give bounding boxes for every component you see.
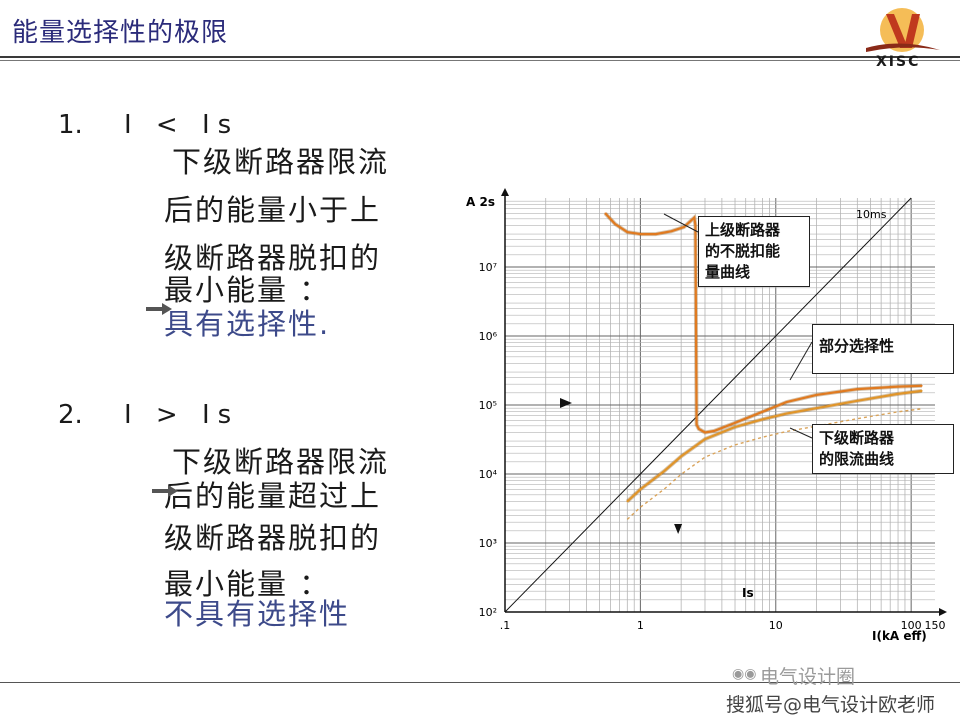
side-pointer-icon — [560, 398, 572, 408]
point-2-line-3: 级断路器脱扣的 — [164, 521, 382, 555]
callout-upstream-line-1: 上级断路器 — [705, 221, 781, 239]
is-marker-label: Is — [742, 586, 754, 600]
series-point-1 — [734, 422, 736, 424]
series-point-1 — [604, 212, 607, 215]
series-point-1 — [683, 226, 685, 228]
series-point-2 — [663, 470, 666, 472]
y-tick-label: 10² — [479, 606, 497, 619]
x-tick-label: .1 — [500, 619, 511, 632]
y-tick-label: 10³ — [479, 537, 497, 550]
callout-partial-line-1: 部分选择性 — [819, 337, 895, 355]
series-point-2 — [680, 455, 682, 458]
x-tick-label: 1 — [637, 619, 644, 632]
callout-downstream-curve: 下级断路器 的限流曲线 — [812, 424, 954, 474]
series-point-1 — [614, 223, 616, 225]
series-point-1 — [693, 216, 696, 219]
series-tolerance-band — [626, 408, 922, 520]
point-1-line-1: 下级断路器限流 — [172, 145, 390, 179]
point-1-condition: I < Is — [124, 110, 240, 140]
series-point-2 — [921, 390, 923, 392]
watermark-line-2: 搜狐号@电气设计欧老师 — [726, 694, 936, 716]
y-axis-label: A 2s — [466, 195, 495, 209]
series-point-1 — [713, 430, 715, 432]
bullet-arrow-icon — [146, 303, 172, 315]
point-1-line-2: 后的能量小于上 — [164, 193, 382, 227]
series-point-1 — [815, 394, 818, 396]
y-axis-arrow-icon — [501, 188, 509, 196]
leader-upstream — [663, 213, 699, 233]
point-1-line-4: 最小能量 ： — [164, 273, 331, 307]
leader-downstream — [789, 427, 813, 439]
y-tick-label: 10⁴ — [479, 468, 498, 481]
callout-downstream-line-1: 下级断路器 — [819, 429, 895, 447]
x-tick-label: 10 — [769, 619, 783, 632]
series-line-1 — [604, 212, 922, 434]
page-title: 能量选择性的极限 — [12, 18, 229, 48]
series-point-1 — [697, 428, 700, 430]
series-point-2 — [626, 500, 629, 503]
series-point-2 — [785, 412, 788, 415]
series-point-2 — [704, 438, 706, 440]
footer-divider — [0, 682, 960, 683]
y-tick-label: 10⁷ — [479, 261, 497, 274]
series-point-1 — [856, 388, 859, 390]
point-2-line-4: 最小能量 ： — [164, 567, 331, 601]
series-point-1 — [626, 231, 629, 233]
series-point-2 — [639, 488, 642, 491]
series-point-1 — [695, 423, 698, 426]
bullet-arrow-icon-2 — [152, 485, 178, 497]
series-point-2 — [897, 393, 899, 395]
x-axis-arrow-icon — [939, 608, 947, 616]
series-point-1 — [655, 233, 657, 235]
series-point-2 — [734, 426, 736, 428]
callout-upstream-line-3: 量曲线 — [705, 263, 751, 281]
is-marker-arrow-icon — [674, 524, 683, 534]
reference-line-label: 10ms — [856, 208, 887, 221]
series-line-2 — [626, 389, 923, 503]
series-point-1 — [670, 230, 673, 233]
series-point-1 — [761, 410, 764, 413]
callout-upstream-curve: 上级断路器 的不脱扣能 量曲线 — [698, 216, 810, 287]
series-point-1 — [897, 385, 899, 388]
series-point-1 — [704, 431, 706, 434]
point-1-number: 1. — [58, 110, 83, 140]
watermark-line-1: 电气设计圈 — [760, 666, 856, 688]
title-divider — [0, 56, 960, 58]
point-2-conclusion: 不具有选择性 — [164, 597, 351, 631]
chart-labels: .1 1 10 100 150 10² 10³ 10⁴ 10⁵ 10⁶ 10⁷ — [479, 213, 946, 632]
y-tick-label: 10⁶ — [479, 330, 498, 343]
xisc-logo-icon — [866, 8, 940, 52]
series-point-1 — [639, 233, 642, 235]
x-axis-label: I(kA eff) — [872, 629, 927, 643]
chart-series — [504, 197, 923, 613]
point-2-line-2: 后的能量超过上 — [164, 479, 382, 513]
title-divider-thin — [0, 60, 960, 61]
point-2-line-1: 下级断路器限流 — [172, 445, 390, 479]
point-1-line-3: 级断路器脱扣的 — [164, 241, 382, 275]
point-2-condition: I > Is — [124, 400, 240, 430]
callout-upstream-line-2: 的不脱扣能 — [705, 242, 781, 260]
series-point-1 — [921, 384, 923, 387]
point-2-number: 2. — [58, 400, 83, 430]
x-tick-label: 150 — [925, 619, 946, 632]
y-tick-label: 10⁵ — [479, 399, 497, 412]
series-point-2 — [815, 407, 818, 409]
chart-axes — [501, 188, 947, 616]
series-point-1 — [785, 401, 788, 403]
reference-line-10ms — [504, 197, 912, 613]
x-tick-label: 100 — [901, 619, 922, 632]
series-point-1 — [694, 224, 697, 227]
wechat-icon: ◉◉ — [732, 666, 757, 682]
series-point-2 — [856, 400, 859, 402]
callout-downstream-line-2: 的限流曲线 — [819, 450, 895, 468]
callout-partial-selectivity: 部分选择性 — [812, 324, 954, 374]
series-point-2 — [761, 418, 764, 421]
point-1-conclusion: 具有选择性. — [164, 307, 331, 341]
logo-text: XISC — [876, 54, 921, 70]
leader-partial — [789, 341, 813, 381]
